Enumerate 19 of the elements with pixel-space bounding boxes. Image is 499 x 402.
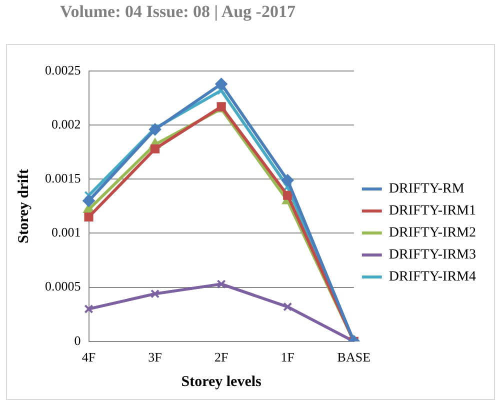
legend-label: DRIFTY-IRM3 [388,248,476,263]
x-tick-label: 2F [214,350,228,365]
y-tick-label: 0.0005 [45,278,81,294]
y-axis-title: Storey drift [16,169,32,244]
x-tick-label: 3F [148,350,162,365]
x-tick-label: 4F [82,350,96,365]
legend-label: DRIFTY-IRM2 [388,226,476,241]
legend-label: DRIFTY-IRM1 [388,204,476,219]
y-tick-label: 0.0015 [45,170,81,186]
x-axis-title: Storey levels [181,374,262,390]
legend-label: DRIFTY-RM [388,182,465,197]
x-tick-label: 1F [280,350,294,365]
x-tick-label: BASE [337,350,371,365]
y-tick-label: 0.002 [52,116,81,132]
y-tick-label: 0 [74,332,81,348]
y-tick-label: 0.001 [52,224,81,240]
text: Volume: 04 Issue: 08 | Aug -2017 [60,2,296,22]
legend-label: DRIFTY-IRM4 [388,270,476,285]
y-tick-label: 0.0025 [45,62,81,78]
